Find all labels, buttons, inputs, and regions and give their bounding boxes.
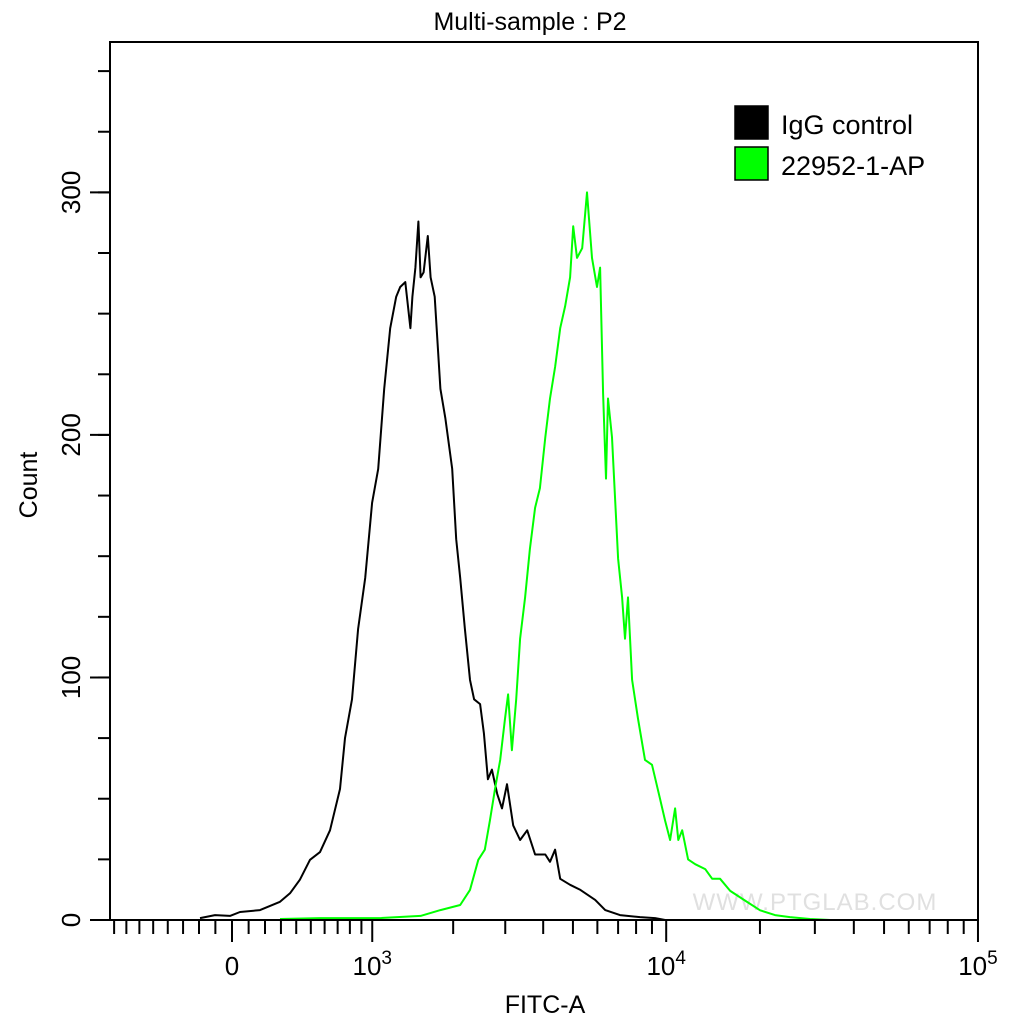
watermark-logo: WWW.PTGLAB.COM	[693, 889, 938, 916]
axis-ticks: 0 103 104 105 0 100 200 300	[56, 70, 998, 981]
legend-swatch	[734, 146, 769, 181]
x-axis-label: FITC-A	[505, 991, 586, 1019]
legend-label: 22952-1-AP	[781, 151, 925, 181]
plot-frame	[109, 41, 979, 921]
chart-title: Multi-sample : P2	[433, 8, 626, 36]
y-tick-label: 100	[56, 656, 86, 699]
series-group	[199, 191, 840, 921]
series-line-igg-control	[199, 220, 666, 921]
legend-swatch	[734, 105, 769, 140]
y-axis-label: Count	[15, 452, 43, 519]
x-tick-label: 105	[958, 948, 998, 981]
x-tick-label: 103	[352, 948, 392, 981]
legend-label: IgG control	[781, 110, 913, 140]
x-tick-label: 104	[646, 948, 686, 981]
y-tick-label: 200	[56, 413, 86, 456]
y-tick-label: 0	[56, 913, 86, 927]
series-line-antibody	[279, 191, 840, 921]
legend: IgG control 22952-1-AP	[734, 105, 925, 181]
y-tick-label: 300	[56, 171, 86, 214]
x-tick-label: 0	[225, 951, 239, 981]
